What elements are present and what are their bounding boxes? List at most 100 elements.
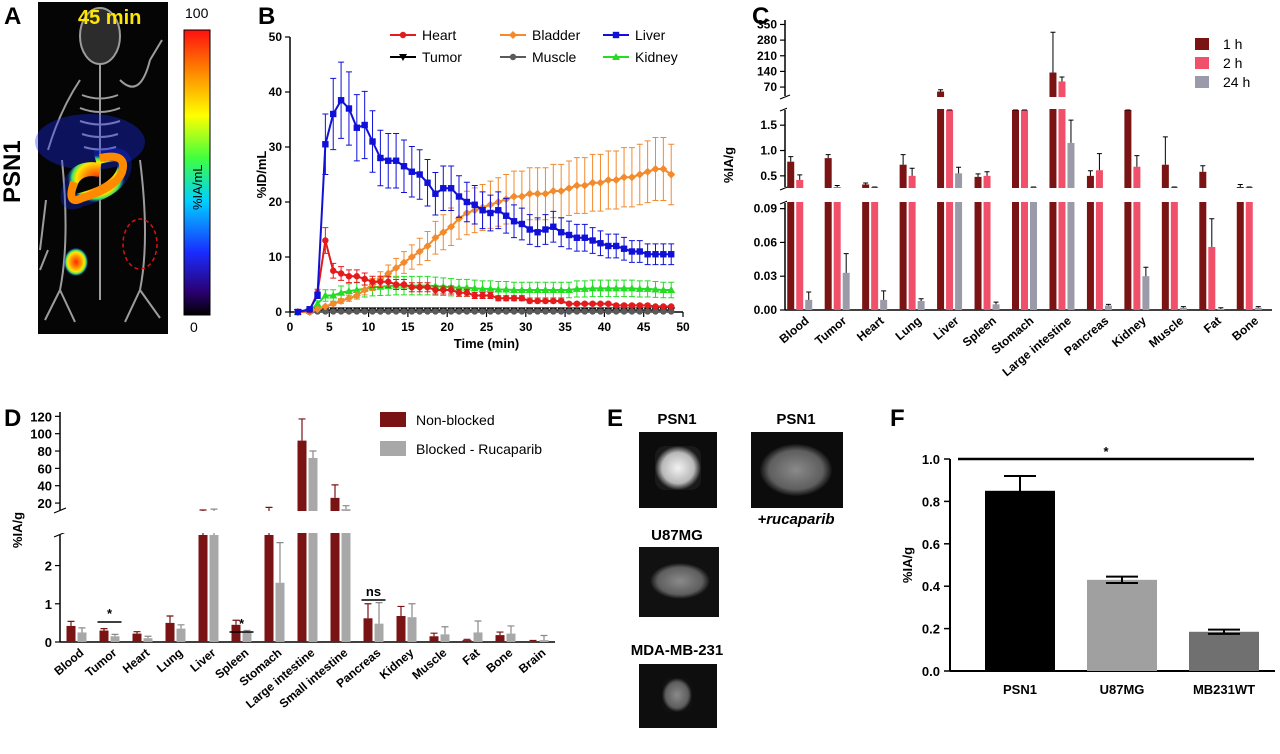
x-tick-label: Fat xyxy=(1201,314,1224,336)
data-point xyxy=(322,141,329,148)
y-tick-label: 1 xyxy=(45,597,52,612)
y-tick-label: 0.8 xyxy=(922,494,940,509)
error-bar xyxy=(843,253,849,273)
data-point xyxy=(510,286,519,293)
data-point xyxy=(424,308,431,315)
bar-blocked xyxy=(110,636,120,642)
legend-label-kidney: Kidney xyxy=(635,49,678,65)
data-point xyxy=(329,299,338,308)
data-point xyxy=(542,297,549,305)
bar-h24 xyxy=(1179,307,1187,310)
error-bar xyxy=(1143,266,1149,277)
data-point xyxy=(652,303,659,310)
data-point xyxy=(517,286,526,293)
legend-label-h1: 1 h xyxy=(1223,36,1242,52)
data-point xyxy=(416,308,423,315)
data-point xyxy=(454,214,463,223)
data-point xyxy=(487,292,494,299)
data-point xyxy=(651,285,660,293)
x-tick-label: Lung xyxy=(893,314,924,344)
data-point xyxy=(612,308,620,315)
data-point xyxy=(597,240,604,247)
bar-nonblocked xyxy=(264,535,274,642)
data-point xyxy=(565,300,573,307)
data-point xyxy=(408,168,416,175)
bar-blocked xyxy=(374,623,384,642)
error-bar xyxy=(441,626,449,635)
bar-h2 xyxy=(796,179,804,310)
data-point xyxy=(392,281,400,288)
legend-label-heart: Heart xyxy=(422,27,456,43)
legend-swatch-h2 xyxy=(1195,57,1209,69)
y-tick-label: 70 xyxy=(764,80,778,94)
x-tick-label: 35 xyxy=(558,320,572,334)
data-point xyxy=(589,308,596,315)
bar-blocked xyxy=(176,628,186,642)
bar-h1 xyxy=(1086,175,1094,310)
data-point xyxy=(628,302,636,309)
series-muscle xyxy=(294,308,675,316)
bar-blocked xyxy=(242,632,252,642)
error-bar xyxy=(100,628,108,631)
axis-break-gap xyxy=(787,188,1274,202)
colorbar-max: 100 xyxy=(185,5,209,21)
data-point xyxy=(557,286,566,293)
bar-h2 xyxy=(908,175,916,310)
error-bar xyxy=(430,632,438,637)
error-bar xyxy=(881,290,887,300)
bar-nonblocked xyxy=(363,618,373,642)
data-point xyxy=(385,308,392,315)
bar-h2 xyxy=(1208,246,1216,310)
data-point xyxy=(588,284,597,292)
data-point xyxy=(573,234,581,241)
data-point xyxy=(596,178,605,187)
x-tick-label: Blood xyxy=(777,314,812,347)
y-tick-label: 0.03 xyxy=(754,269,778,283)
error-bar xyxy=(993,301,999,305)
error-bar xyxy=(1004,474,1036,507)
data-point xyxy=(470,284,479,292)
data-point xyxy=(360,286,369,294)
y-axis-label: %IA/g xyxy=(721,147,736,183)
data-point xyxy=(479,308,486,315)
data-point xyxy=(432,286,439,294)
y-tick-label: 1.0 xyxy=(922,452,940,467)
scan-label-u87mg: U87MG xyxy=(651,527,703,544)
data-point xyxy=(345,273,353,280)
error-bar xyxy=(863,182,869,185)
error-bar xyxy=(408,603,416,618)
bar-h1 xyxy=(1199,171,1207,310)
data-point xyxy=(329,291,338,299)
bar-h2 xyxy=(871,187,879,310)
error-bar xyxy=(1255,306,1261,308)
x-tick-label: Heart xyxy=(854,314,887,344)
bar-h1 xyxy=(787,161,795,310)
panel-b: B 0 10 20 30 40 50 0 5 10 15 20 25 30 35 40 45 50 Time (m… xyxy=(254,3,690,351)
x-tick-label: Muscle xyxy=(409,645,449,682)
scan-label-psn1: PSN1 xyxy=(657,411,696,428)
data-point xyxy=(400,163,408,170)
data-point xyxy=(314,292,321,299)
data-point xyxy=(369,278,376,285)
data-point xyxy=(399,258,408,267)
legend-swatch-blocked xyxy=(380,441,406,456)
data-point xyxy=(337,288,346,296)
panel-letter-a: A xyxy=(4,3,21,30)
data-point xyxy=(337,270,345,277)
x-tick-label: Tumor xyxy=(83,645,120,679)
error-bar xyxy=(298,418,306,441)
bar-h1 xyxy=(824,158,832,310)
data-point xyxy=(321,291,330,299)
y-tick-label: 0.4 xyxy=(922,579,941,594)
data-point xyxy=(471,292,478,299)
data-point xyxy=(636,308,643,315)
bar-blocked xyxy=(341,509,351,642)
significance-label: * xyxy=(1103,444,1109,459)
data-point xyxy=(572,284,581,292)
y-tick-label: 40 xyxy=(38,479,52,494)
data-point xyxy=(668,303,675,310)
error-bar xyxy=(938,89,944,92)
error-bar xyxy=(144,635,152,639)
bar-h2 xyxy=(1133,166,1141,310)
